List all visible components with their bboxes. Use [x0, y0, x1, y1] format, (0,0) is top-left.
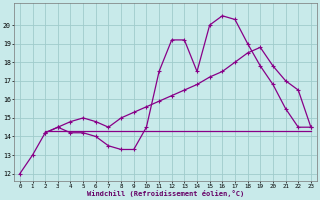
- X-axis label: Windchill (Refroidissement éolien,°C): Windchill (Refroidissement éolien,°C): [87, 190, 244, 197]
